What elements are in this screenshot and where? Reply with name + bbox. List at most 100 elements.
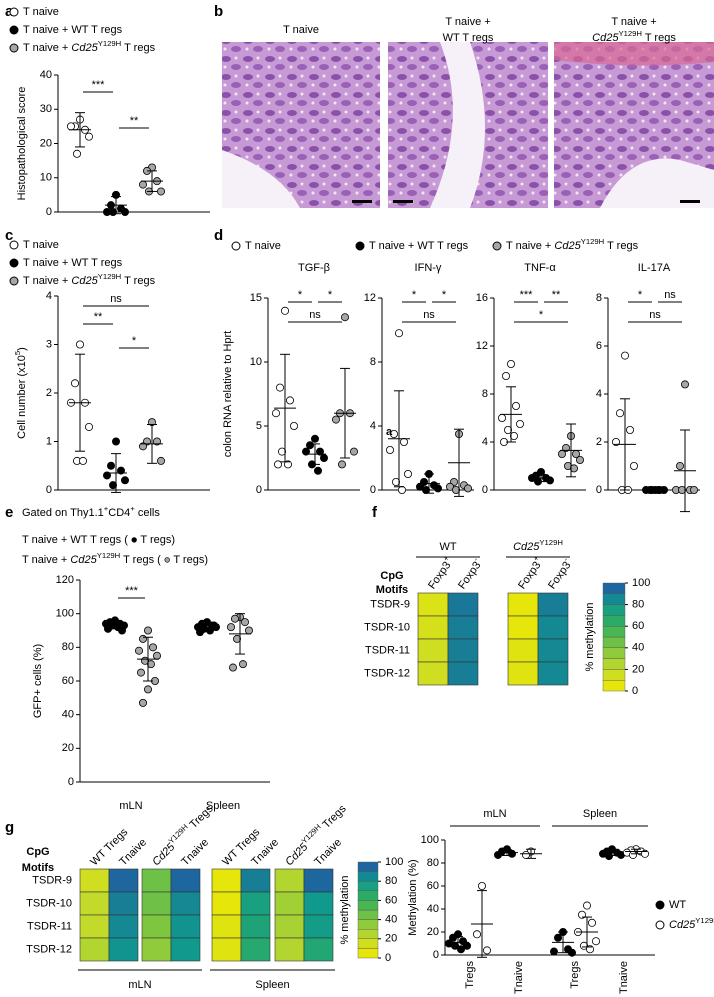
legend-marker	[655, 900, 665, 910]
heatmap-cell	[417, 661, 449, 686]
legend-label: T naive + Cd25Y129H T regs	[23, 39, 156, 54]
column-label-part: Cd25	[283, 840, 311, 868]
data-point	[271, 409, 280, 418]
y-tick-label: 4	[596, 388, 602, 400]
data-point	[118, 626, 127, 635]
y-axis-label: GFP+ cells (%)	[32, 644, 44, 718]
legend-label: Cd25Y129H	[669, 916, 714, 931]
column-label: Tnaive	[312, 836, 344, 868]
group-label: Spleen	[255, 979, 289, 991]
data-point	[477, 882, 486, 891]
legend-marker	[9, 276, 19, 286]
heatmap-cell	[211, 937, 242, 962]
y-tick-label: 60	[427, 880, 439, 892]
legend-label-part: T naive	[245, 240, 281, 252]
image-title-part: T naive +	[611, 16, 656, 28]
y-tick-label: 60	[62, 675, 74, 687]
colorbar-tick-label: 60	[632, 620, 644, 632]
y-tick-label: 40	[427, 903, 439, 915]
row-header: Motifs	[376, 584, 408, 596]
legend-marker	[9, 240, 19, 250]
chart-title-part: IFN-γ	[415, 262, 442, 274]
row-label: TSDR-9	[370, 598, 410, 610]
histology-images	[222, 42, 714, 208]
legend-label-part: T regs)	[138, 534, 176, 546]
heatmap-cell	[211, 891, 242, 916]
x-tick-label: Tregs	[569, 961, 581, 989]
chart-title: TNF-α	[524, 262, 556, 274]
data-point	[616, 409, 625, 418]
x-tick-label: Tnaive	[513, 961, 525, 994]
data-point	[138, 180, 147, 189]
data-point	[146, 660, 155, 669]
image-title-part: WT T regs	[443, 32, 494, 44]
colorbar-band	[602, 626, 626, 638]
y-tick-label: 15	[250, 292, 262, 304]
y-tick-label: 0	[256, 484, 262, 496]
data-point	[337, 460, 346, 469]
colorbar-tick-label: 20	[632, 663, 644, 675]
data-point	[275, 383, 284, 392]
data-point	[445, 482, 454, 491]
data-point	[676, 461, 685, 470]
data-point	[516, 419, 525, 428]
legend-label-part: T naive +	[23, 275, 71, 287]
y-tick-label: 120	[56, 574, 74, 586]
data-point	[509, 431, 518, 440]
heatmap-cell	[170, 937, 201, 962]
data-point	[117, 466, 126, 475]
heatmap-cell	[79, 891, 110, 916]
legend-marker	[655, 920, 665, 930]
image-title-part: T naive	[283, 24, 319, 36]
significance-label: ns	[664, 289, 676, 301]
legend-label-part: Cd25	[71, 275, 98, 287]
heatmap-cell	[170, 868, 201, 893]
heatmap-cell	[240, 868, 271, 893]
legend-marker	[231, 241, 241, 251]
heatmap-cell	[417, 592, 449, 617]
row-label: TSDR-12	[364, 667, 410, 679]
data-point	[152, 437, 161, 446]
y-axis-label-part: )	[16, 347, 28, 351]
y-tick-label: 40	[62, 709, 74, 721]
data-point	[580, 941, 589, 950]
data-point	[576, 455, 585, 464]
data-point	[138, 698, 147, 707]
heatmap-cell	[274, 868, 305, 893]
y-axis-label-part: colon RNA relative to Hprt	[222, 331, 234, 458]
histology-background	[600, 158, 714, 208]
colorbar-band	[357, 861, 379, 872]
legend-label-part: T regs (	[120, 554, 164, 566]
chart-title-part: IL-17A	[638, 262, 671, 274]
significance-label: ***	[520, 289, 534, 301]
heatmap-cell	[303, 868, 334, 893]
colorbar-band	[357, 871, 379, 882]
significance-label: **	[552, 289, 561, 301]
significance-label: ***	[125, 585, 139, 597]
row-header: CpG	[26, 846, 49, 858]
heatmap-cell	[240, 937, 271, 962]
legend-label: T naive	[23, 6, 59, 18]
data-point	[612, 437, 621, 446]
y-tick-label: 20	[62, 742, 74, 754]
data-point	[209, 621, 218, 630]
data-point	[71, 379, 80, 388]
histology-muscle	[554, 42, 714, 66]
y-tick-label: 6	[596, 340, 602, 352]
data-point	[389, 429, 398, 438]
group-label-part: Spleen	[255, 979, 289, 991]
data-point	[143, 626, 152, 635]
colorbar-band	[602, 582, 626, 595]
data-point	[79, 456, 88, 465]
data-point	[456, 945, 465, 954]
scale-bar	[352, 200, 372, 203]
data-point	[562, 443, 571, 452]
column-label: Tnaive	[179, 836, 211, 868]
row-label: TSDR-11	[365, 644, 410, 656]
heatmap-cell	[537, 661, 569, 686]
panel-label: e	[5, 504, 13, 521]
significance-label: *	[328, 289, 333, 301]
heatmap-cell	[303, 891, 334, 916]
data-point	[134, 646, 143, 655]
y-tick-label: 40	[40, 69, 52, 81]
